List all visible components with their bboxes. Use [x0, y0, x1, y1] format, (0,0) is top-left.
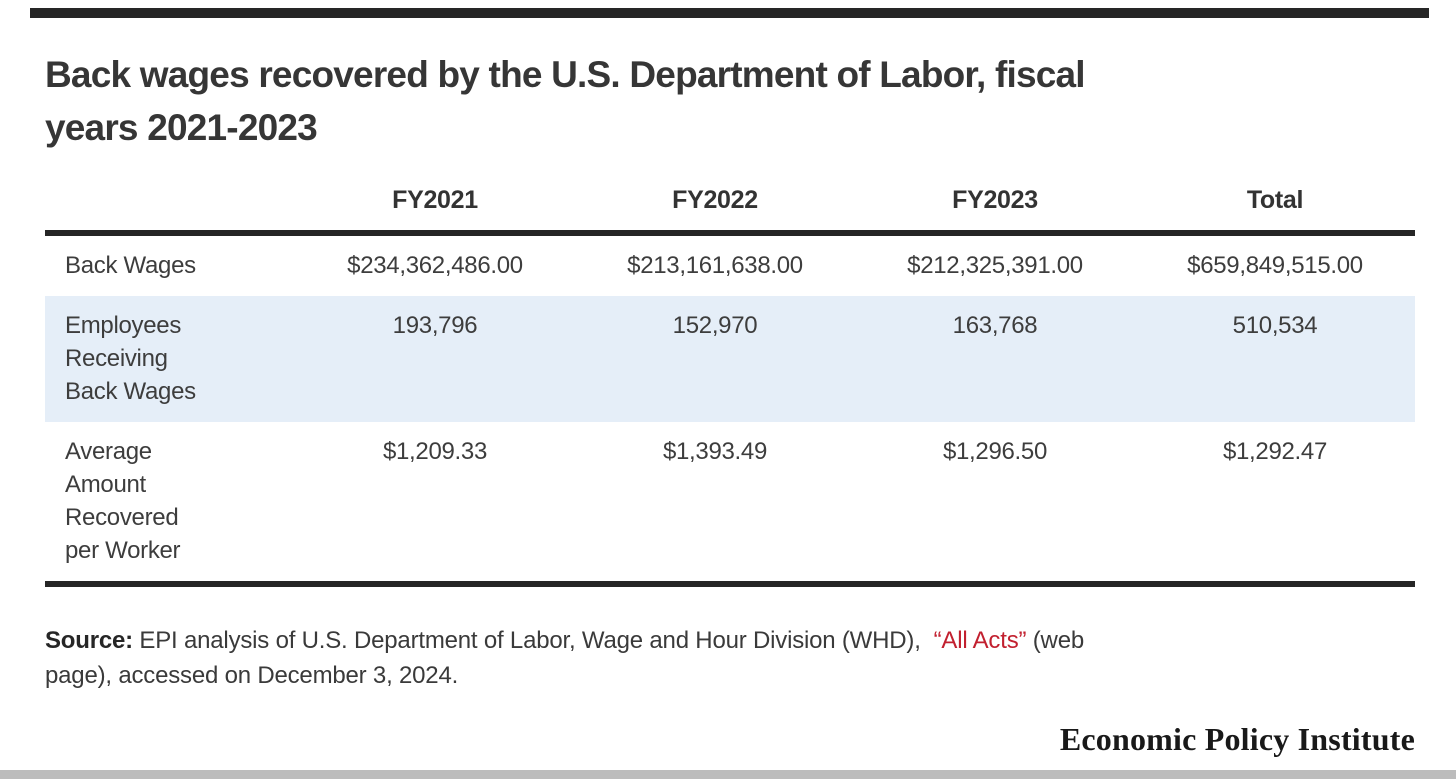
cell-back-wages-fy2022: $213,161,638.00	[627, 252, 803, 279]
cell-back-wages-total: $659,849,515.00	[1187, 252, 1363, 279]
figure-top-rule	[30, 8, 1429, 18]
column-header-fy2021: FY2021	[295, 186, 575, 236]
row-label-average-recovered: Average Amount Recovered per Worker	[45, 422, 295, 587]
figure-title-line2: years 2021-2023	[45, 107, 318, 148]
figure-title: Back wages recovered by the U.S. Departm…	[45, 48, 1415, 154]
figure-title-line1: Back wages recovered by the U.S. Departm…	[45, 54, 1086, 95]
cell-employees-fy2021: 193,796	[295, 296, 575, 422]
cell-back-wages-fy2023: $212,325,391.00	[907, 252, 1083, 279]
cell-average-total: $1,292.47	[1135, 422, 1415, 587]
row-label-back-wages: Back Wages	[65, 252, 196, 279]
column-header-fy2023: FY2023	[855, 186, 1135, 236]
back-wages-table: FY2021 FY2022 FY2023 Total Back Wages $2…	[45, 186, 1415, 587]
source-note: Source: EPI analysis of U.S. Department …	[45, 623, 1415, 693]
epi-wordmark: Economic Policy Institute	[1059, 721, 1415, 757]
cell-employees-total: 510,534	[1135, 296, 1415, 422]
row-label-employees-receiving: Employees Receiving Back Wages	[45, 296, 295, 422]
column-header-fy2022: FY2022	[575, 186, 855, 236]
source-label: Source:	[45, 627, 133, 654]
cell-average-fy2022: $1,393.49	[575, 422, 855, 587]
cell-average-fy2023: $1,296.50	[855, 422, 1135, 587]
source-text-after-link: (web	[1026, 627, 1084, 654]
table-header-row: FY2021 FY2022 FY2023 Total	[45, 186, 1415, 236]
column-header-empty	[45, 186, 295, 236]
table-row-employees-receiving: Employees Receiving Back Wages 193,796 1…	[45, 296, 1415, 422]
bottom-edge-bar	[0, 770, 1456, 779]
table-row-average-recovered: Average Amount Recovered per Worker $1,2…	[45, 422, 1415, 587]
cell-employees-fy2022: 152,970	[575, 296, 855, 422]
cell-average-fy2021: $1,209.33	[295, 422, 575, 587]
cell-back-wages-fy2021: $234,362,486.00	[347, 252, 523, 279]
column-header-total: Total	[1135, 186, 1415, 236]
cell-employees-fy2023: 163,768	[855, 296, 1135, 422]
table-row-back-wages: Back Wages $234,362,486.00 $213,161,638.…	[45, 233, 1415, 296]
source-text-before-link: EPI analysis of U.S. Department of Labor…	[132, 627, 934, 654]
all-acts-link[interactable]: “All Acts”	[933, 627, 1027, 654]
source-text-line2: page), accessed on December 3, 2024.	[45, 662, 459, 689]
